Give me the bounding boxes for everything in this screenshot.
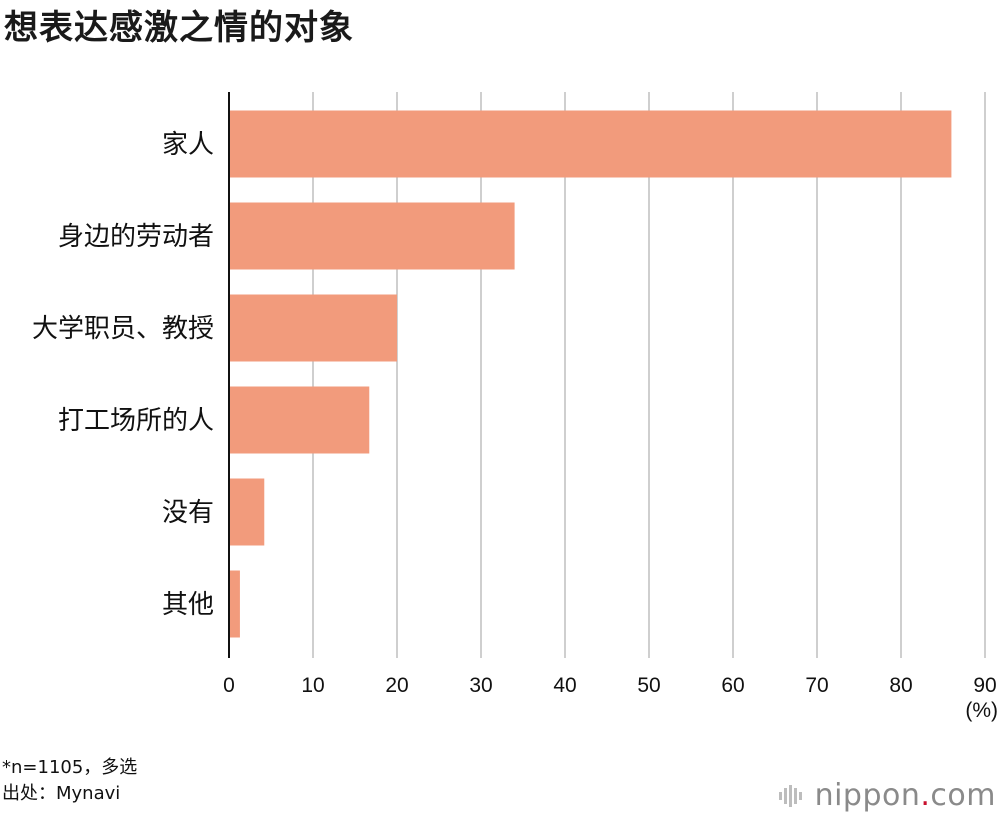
brand-name-tail: com: [930, 778, 996, 813]
x-tick-labels: 0 10 20 30 40 50 60 70 80 90: [223, 674, 997, 697]
category-label: 身边的劳动者: [58, 222, 214, 252]
category-label: 其他: [162, 590, 214, 620]
x-tick-label: 30: [469, 674, 492, 697]
source-note: 出处：Mynavi: [2, 783, 121, 804]
sample-note: *n=1105，多选: [2, 757, 138, 778]
x-tick-label: 20: [385, 674, 408, 697]
x-tick-label: 0: [223, 674, 235, 697]
x-tick-label: 90: [973, 674, 996, 697]
x-tick-label: 50: [637, 674, 660, 697]
bar: [229, 570, 240, 638]
x-tick-label: 40: [553, 674, 576, 697]
category-label: 没有: [162, 498, 214, 528]
brand-wordmark: nippon.com: [815, 778, 996, 813]
bars: [229, 110, 952, 638]
x-tick-label: 80: [889, 674, 912, 697]
category-label: 打工场所的人: [58, 406, 214, 436]
x-tick-label: 70: [805, 674, 828, 697]
bar: [229, 110, 952, 178]
bar: [229, 294, 397, 362]
brand-name-main: nippon: [814, 778, 921, 813]
x-tick-label: 60: [721, 674, 744, 697]
x-axis-unit: (%): [965, 699, 998, 722]
category-label: 家人: [162, 130, 214, 160]
x-tick-label: 10: [301, 674, 324, 697]
chart-title: 想表达感激之情的对象: [4, 8, 354, 48]
gridlines: [312, 92, 986, 658]
category-label: 大学职员、教授: [32, 314, 214, 344]
nippon-logo-icon: [778, 784, 802, 807]
brand-name-dot: .: [920, 778, 931, 813]
bar: [229, 202, 515, 270]
bar: [229, 478, 265, 546]
bar: [229, 386, 370, 454]
brand-logo: nippon.com: [777, 778, 996, 813]
